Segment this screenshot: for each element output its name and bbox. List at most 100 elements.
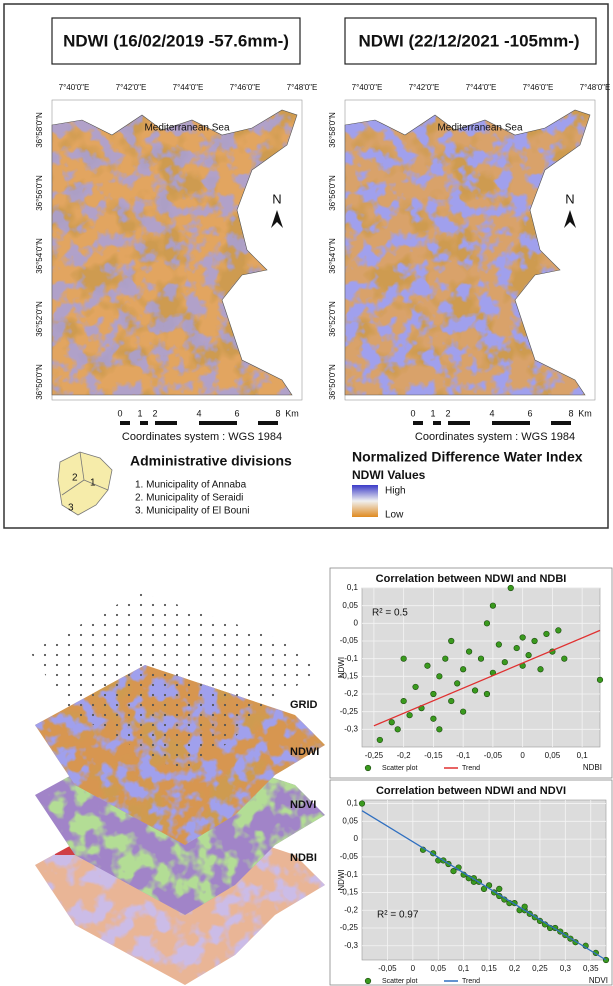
x-axis-label: NDVI [589, 976, 608, 985]
y-tick-label: 0,05 [342, 601, 358, 610]
chart-title: Correlation between NDWI and NDBI [376, 573, 567, 585]
longitude-label: 7°48'0"E [287, 83, 318, 92]
north-label: N [272, 191, 281, 206]
scatter-point [466, 649, 472, 655]
y-tick-label: 0,1 [347, 583, 359, 592]
scatter-point [502, 659, 508, 665]
legend-swatch [365, 978, 371, 984]
sea-label: Mediterranean Sea [437, 123, 522, 134]
admin-map-label: 2 [72, 473, 78, 484]
scale-label: 8 [275, 408, 280, 418]
legend-label: Scatter plot [382, 765, 417, 772]
legend-gradient [352, 485, 378, 517]
latitude-label: 36°52'0"N [35, 301, 44, 337]
coordinates: Coordinates system : WGS 1984 [415, 431, 575, 443]
annotation: R² = 0.97 [377, 910, 419, 921]
latitude-label: 36°58'0"N [328, 112, 337, 148]
legend-label: Trend [462, 978, 480, 985]
scale-label: Km [285, 408, 299, 418]
page: {"maps": [ {"title": "NDWI (16/02/2019 -… [0, 0, 613, 986]
map [345, 100, 595, 425]
y-tick-label: -0,05 [340, 636, 359, 645]
scatter-point [413, 684, 419, 690]
legend-label: Scatter plot [382, 978, 417, 985]
scatter-point [395, 727, 401, 733]
y-axis-label: NDWI [337, 869, 346, 890]
scatter-point [460, 666, 466, 672]
scale-label: 0 [410, 408, 415, 418]
y-tick-label: 0,1 [347, 799, 359, 808]
latitude-label: 36°58'0"N [35, 112, 44, 148]
sea-label: Mediterranean Sea [144, 123, 229, 134]
longitude-label: 7°44'0"E [466, 83, 497, 92]
scatter-point [431, 691, 437, 697]
annotation: R² = 0.5 [372, 608, 408, 619]
admin-item: 1. Municipality of Annaba [135, 480, 247, 491]
scale-label: 2 [152, 408, 157, 418]
north-label: N [565, 191, 574, 206]
scatter-point [556, 628, 562, 634]
scatter-point [454, 681, 460, 687]
scatter-point [544, 631, 550, 637]
admin-map-label: 1 [90, 478, 96, 489]
y-tick-label: -0,05 [340, 852, 359, 861]
latitude-label: 36°54'0"N [35, 238, 44, 274]
admin-item: 3. Municipality of El Bouni [135, 506, 250, 517]
scatter-point [460, 709, 466, 715]
scatter-point [484, 691, 490, 697]
scale-label: 1 [430, 408, 435, 418]
scatter-point [484, 621, 490, 627]
scatter-point [532, 638, 538, 644]
y-tick-label: -0,3 [344, 941, 358, 950]
scatter-point [538, 666, 544, 672]
layer-label: GRID [290, 699, 318, 711]
longitude-label: 7°46'0"E [230, 83, 261, 92]
scatter-point [377, 737, 383, 743]
map-title: NDWI (16/02/2019 -57.6mm-) [63, 31, 289, 50]
y-tick-label: 0,05 [342, 816, 358, 825]
legend-low: Low [385, 510, 404, 521]
legend-subtitle: NDWI Values [352, 468, 426, 482]
scatter-point [490, 603, 496, 609]
scatter-point [401, 698, 407, 704]
scatter-point [443, 656, 449, 662]
x-tick-label: 0,15 [481, 964, 497, 973]
longitude-label: 7°48'0"E [580, 83, 611, 92]
y-tick-label: -0,1 [344, 654, 358, 663]
x-tick-label: -0,2 [397, 751, 411, 760]
latitude-label: 36°56'0"N [35, 175, 44, 211]
x-tick-label: 0,2 [509, 964, 521, 973]
x-tick-label: 0 [411, 964, 416, 973]
scale-label: Km [578, 408, 592, 418]
admin-map-label: 3 [68, 503, 74, 514]
scatter-point [451, 868, 457, 874]
x-tick-label: -0,05 [484, 751, 503, 760]
legend-title: Normalized Difference Water Index [352, 449, 583, 465]
scale-label: 4 [489, 408, 494, 418]
latitude-label: 36°54'0"N [328, 238, 337, 274]
map [52, 100, 302, 425]
scatter-point [496, 642, 502, 648]
scatter-point [407, 712, 413, 718]
scatter-point [389, 719, 395, 725]
longitude-label: 7°42'0"E [409, 83, 440, 92]
scatter-point [562, 656, 568, 662]
y-tick-label: -0,25 [340, 923, 359, 932]
figure: NDWI (16/02/2019 -57.6mm-)7°40'0"E7°42'0… [0, 0, 613, 986]
y-tick-label: 0 [354, 834, 359, 843]
latitude-label: 36°56'0"N [328, 175, 337, 211]
scatter-point [526, 652, 532, 658]
latitude-label: 36°50'0"N [35, 364, 44, 400]
scale-label: 2 [445, 408, 450, 418]
admin-inset [58, 452, 112, 515]
latitude-label: 36°50'0"N [328, 364, 337, 400]
x-tick-label: 0,3 [560, 964, 572, 973]
scatter-point [520, 635, 526, 641]
longitude-label: 7°42'0"E [116, 83, 147, 92]
y-axis-label: NDWI [337, 657, 346, 678]
scale-label: 8 [568, 408, 573, 418]
scatter-point [496, 886, 502, 892]
layer-label: NDBI [290, 852, 317, 864]
x-tick-label: -0,25 [365, 751, 384, 760]
map-title: NDWI (22/12/2021 -105mm-) [358, 31, 579, 50]
